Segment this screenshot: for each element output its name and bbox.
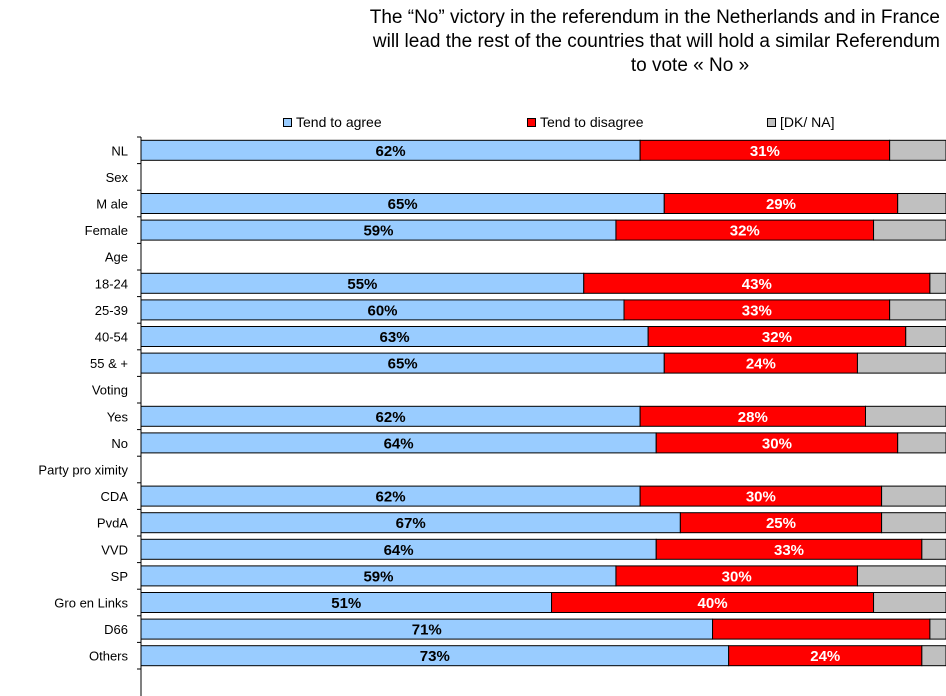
category-label-6: 25-39 [95,303,128,318]
chart-title: The “No” victory in the referendum in th… [180,6,940,78]
data-label-disagree-15: 33% [774,542,804,559]
data-label-disagree-5: 43% [742,276,772,293]
data-label-agree-2: 65% [388,196,418,213]
data-label-agree-7: 63% [380,329,410,346]
chart-title-line-2: will lead the rest of the countries that… [372,31,940,52]
bar-disagree-18 [712,618,931,640]
bar-dkna-19 [921,645,946,667]
data-label-disagree-8: 24% [746,356,776,373]
bar-dkna-11 [897,432,946,454]
legend-item-dkna: [DK/ NA] [767,114,834,130]
legend-label-dkna: [DK/ NA] [780,114,835,130]
data-label-disagree-0: 31% [750,143,780,160]
legend-item-disagree: Tend to disagree [527,114,644,130]
bar-dkna-5 [929,272,946,294]
data-label-agree-18: 71% [412,622,442,639]
bar-dkna-6 [889,299,946,321]
data-label-agree-11: 64% [384,435,414,452]
bar-dkna-17 [873,592,946,613]
data-label-disagree-19: 24% [810,648,840,665]
data-label-agree-15: 64% [384,542,414,559]
data-label-disagree-2: 29% [766,196,796,213]
data-label-agree-17: 51% [331,595,361,612]
category-label-12: Party pro ximity [38,463,128,478]
data-label-disagree-6: 33% [742,302,772,319]
bar-dkna-15 [921,538,946,560]
category-label-18: D66 [104,622,128,637]
bar-dkna-3 [873,219,946,241]
category-label-15: VVD [101,542,128,557]
bar-dkna-16 [856,565,946,587]
category-label-3: Female [85,223,128,238]
data-label-agree-3: 59% [363,223,393,240]
category-label-9: Voting [92,383,128,398]
data-label-agree-6: 60% [367,302,397,319]
data-label-agree-0: 62% [376,143,406,160]
legend-swatch-disagree [527,117,536,127]
bar-dkna-18 [929,618,946,640]
category-label-13: CDA [101,489,129,504]
legend-swatch-agree [283,117,292,127]
data-label-agree-8: 65% [388,356,418,373]
legend-label-disagree: Tend to disagree [540,114,644,130]
chart-title-line-1: The “No” victory in the referendum in th… [369,7,940,28]
bar-dkna-8 [856,352,946,374]
category-label-19: Others [89,649,129,664]
category-label-2: M ale [96,197,128,212]
bar-dkna-7 [905,326,946,347]
data-label-disagree-7: 32% [762,329,792,346]
category-label-4: Age [105,250,128,265]
data-label-disagree-11: 30% [762,435,792,452]
category-label-0: NL [111,143,128,158]
bar-dkna-13 [881,485,946,507]
legend-swatch-dkna [767,117,776,127]
data-label-disagree-10: 28% [738,409,768,426]
data-label-agree-19: 73% [420,648,450,665]
legend-item-agree: Tend to agree [283,114,382,130]
category-label-16: SP [111,569,128,584]
category-label-5: 18-24 [95,276,128,291]
data-label-disagree-16: 30% [722,568,752,585]
category-label-8: 55 & + [90,356,128,371]
category-label-17: Gro en Links [54,596,128,611]
category-label-7: 40-54 [95,330,128,345]
data-label-disagree-17: 40% [698,595,728,612]
data-label-agree-13: 62% [376,489,406,506]
bar-dkna-10 [865,405,946,427]
data-label-agree-14: 67% [396,515,426,532]
data-label-disagree-13: 30% [746,489,776,506]
category-label-10: Yes [107,409,129,424]
bar-dkna-2 [897,193,946,214]
data-label-agree-16: 59% [363,568,393,585]
chart-title-line-3: to vote « No » [630,55,750,76]
category-label-14: PvdA [97,516,128,531]
category-label-11: No [111,436,128,451]
chart-legend: Tend to agree Tend to disagree [DK/ NA] [0,114,946,134]
legend-label-agree: Tend to agree [296,114,382,130]
bar-dkna-14 [881,512,946,534]
data-label-disagree-3: 32% [730,223,760,240]
bar-dkna-0 [889,139,946,161]
data-label-agree-5: 55% [347,276,377,293]
data-label-agree-10: 62% [376,409,406,426]
data-label-disagree-14: 25% [766,515,796,532]
category-label-1: Sex [106,170,129,185]
